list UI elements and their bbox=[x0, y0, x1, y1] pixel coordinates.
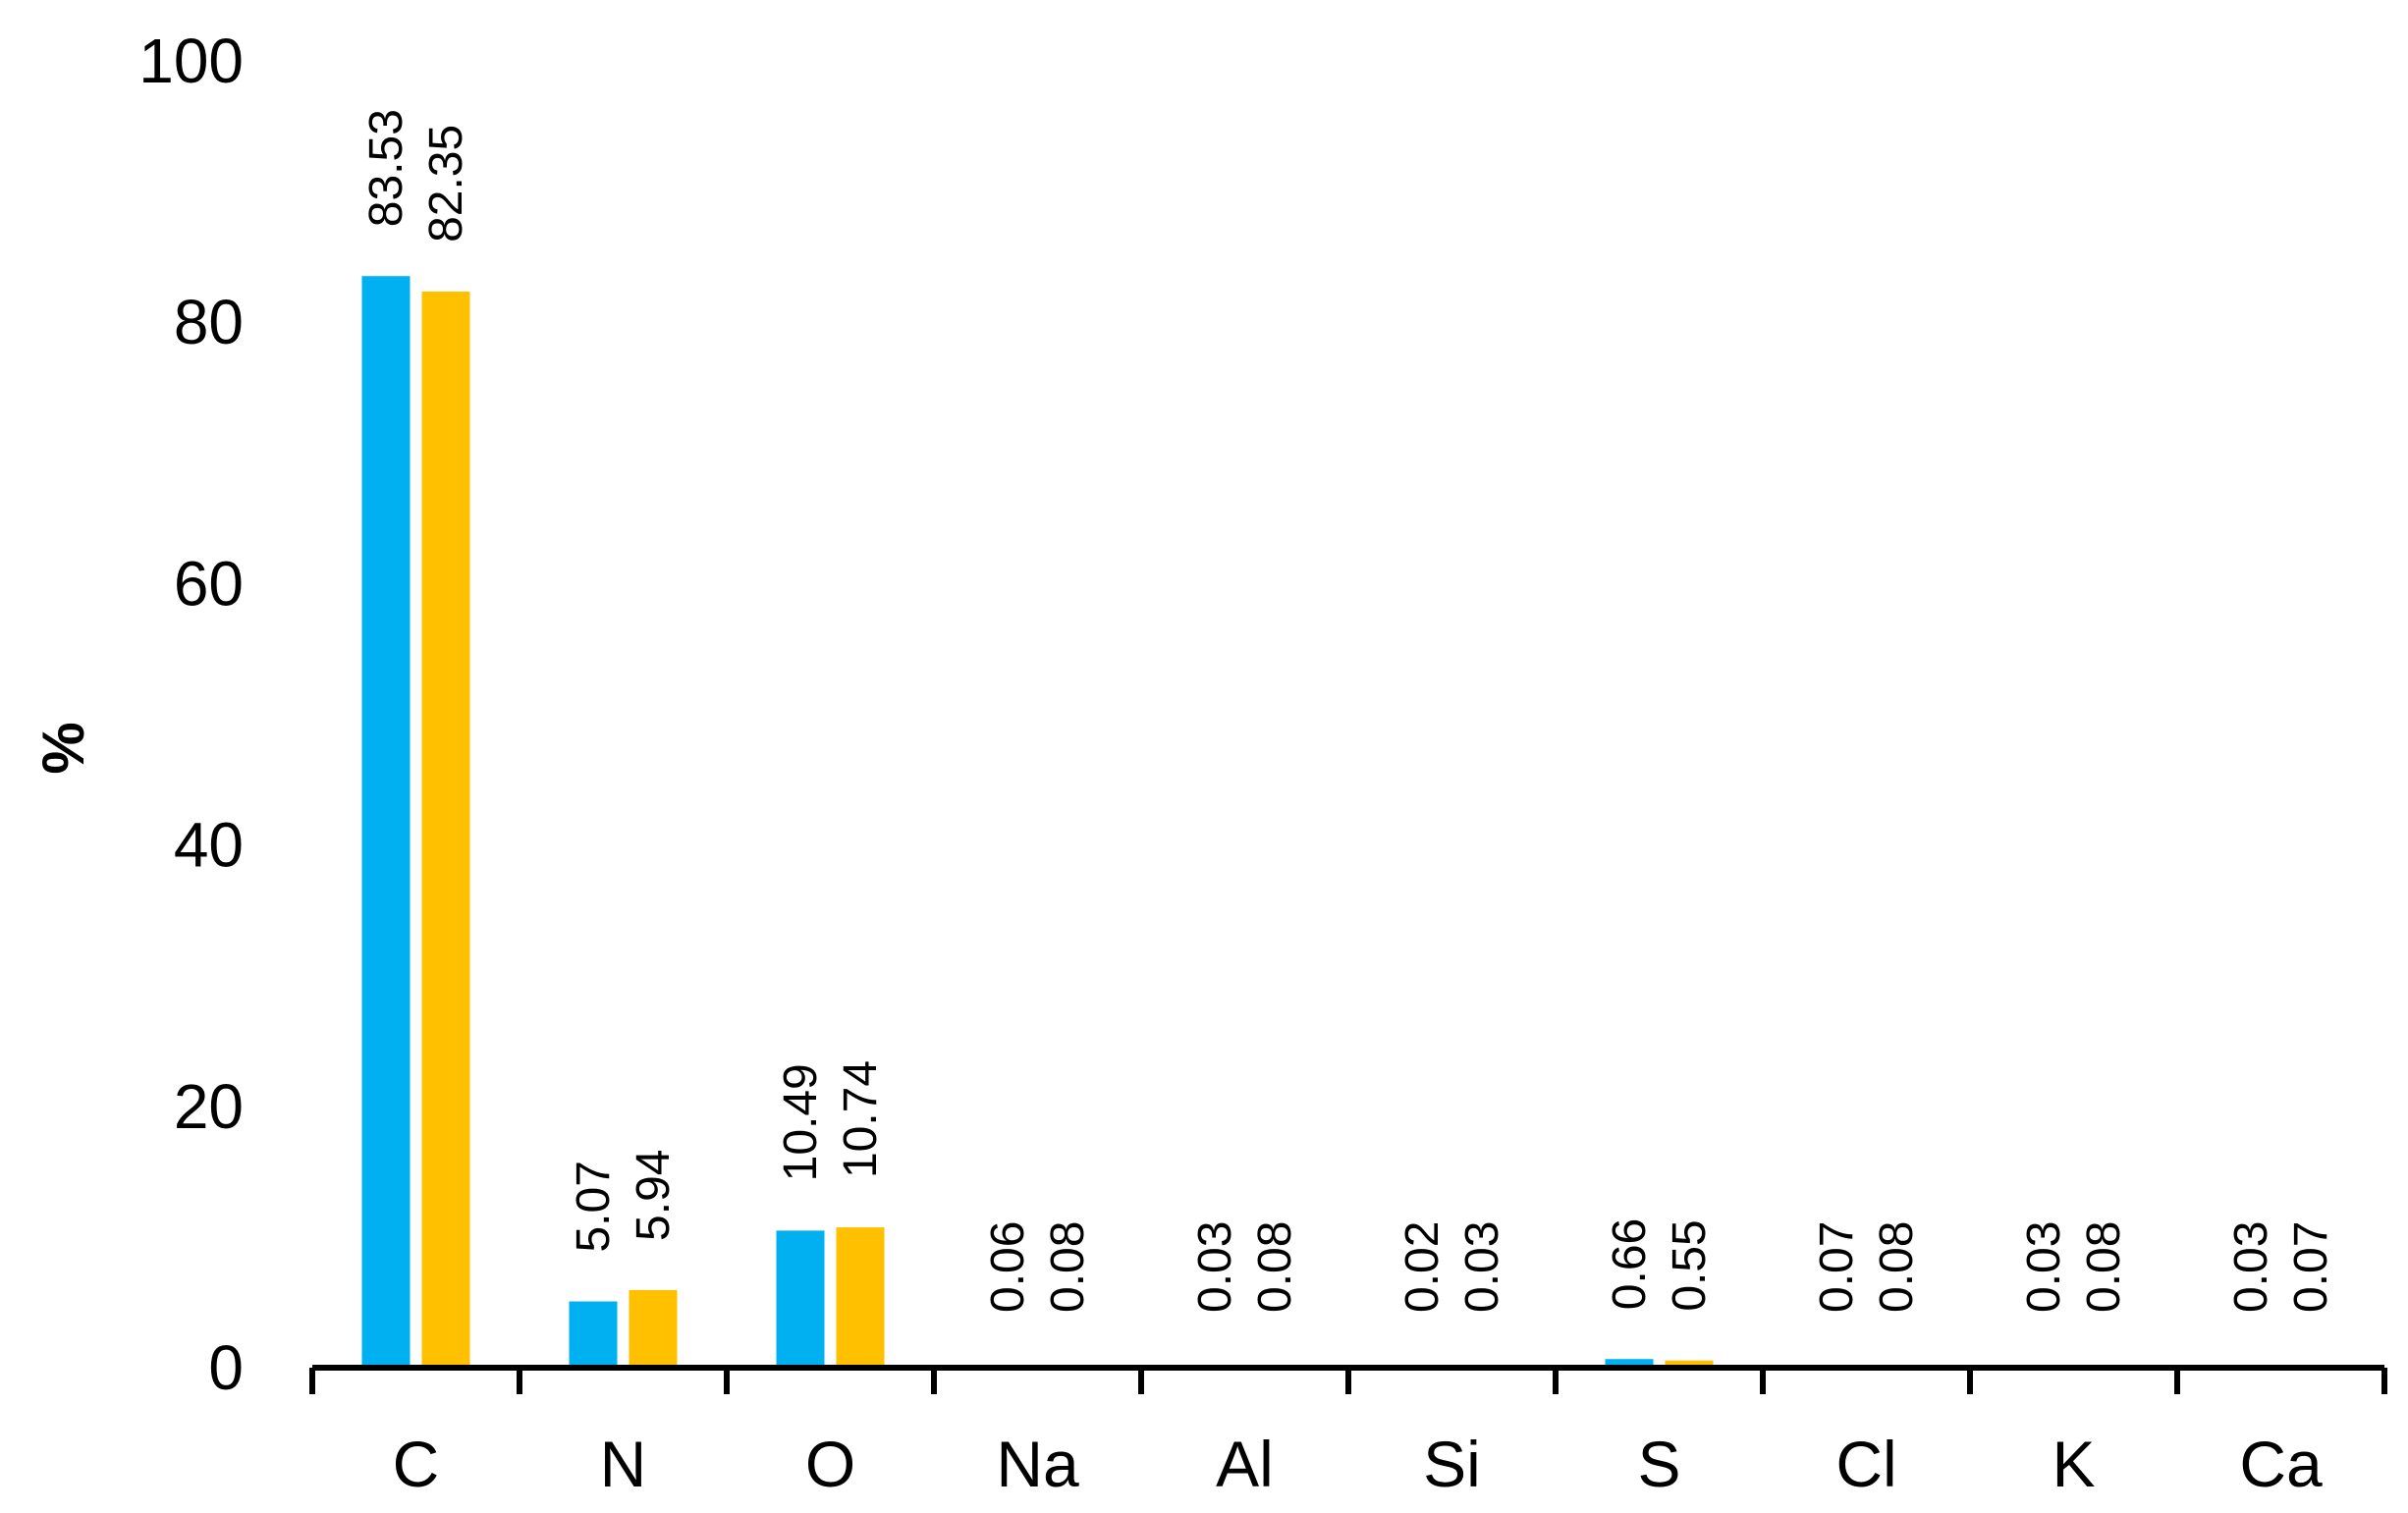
data-label: 0.03 bbox=[1189, 1221, 1241, 1313]
x-tick-label: C bbox=[393, 1428, 440, 1500]
y-axis-title: % bbox=[30, 722, 96, 774]
y-tick-label: 0 bbox=[208, 1332, 244, 1403]
x-tick-label: Cl bbox=[1835, 1428, 1896, 1500]
data-label: 0.08 bbox=[2078, 1221, 2130, 1313]
data-label: 0.03 bbox=[1456, 1221, 1508, 1313]
data-label: 0.02 bbox=[1396, 1221, 1449, 1313]
x-axis: C N O Na Al Si S Cl K Ca bbox=[312, 1368, 2384, 1500]
data-label: 0.03 bbox=[2225, 1221, 2277, 1313]
y-tick-label: 20 bbox=[174, 1071, 244, 1142]
data-label: 82.35 bbox=[420, 125, 472, 243]
data-label: 5.94 bbox=[628, 1150, 680, 1241]
data-label: 10.74 bbox=[835, 1060, 887, 1178]
data-label: 10.49 bbox=[775, 1063, 827, 1181]
data-label: 0.07 bbox=[2285, 1221, 2337, 1313]
bar-c-series-2 bbox=[422, 292, 470, 1368]
bar-n-series-1 bbox=[570, 1302, 618, 1368]
data-label: 0.06 bbox=[982, 1221, 1034, 1313]
x-tick-label: Na bbox=[996, 1428, 1079, 1500]
x-tick-label: Ca bbox=[2239, 1428, 2323, 1500]
x-tick-label: Al bbox=[1216, 1428, 1274, 1500]
data-label: 0.08 bbox=[1042, 1221, 1094, 1313]
y-tick-label: 60 bbox=[174, 548, 244, 619]
bar-o-series-2 bbox=[837, 1227, 885, 1368]
x-tick-label: O bbox=[805, 1428, 855, 1500]
data-label: 0.08 bbox=[1871, 1221, 1923, 1313]
bar-o-series-1 bbox=[777, 1230, 825, 1368]
data-label: 0.66 bbox=[1604, 1218, 1656, 1310]
y-tick-label: 80 bbox=[174, 287, 244, 357]
y-tick-label: 100 bbox=[138, 26, 244, 96]
data-label: 5.07 bbox=[568, 1161, 620, 1252]
data-label: 0.55 bbox=[1664, 1219, 1716, 1311]
y-axis-ticks: 0 20 40 60 80 100 bbox=[138, 26, 244, 1403]
x-tick-label: S bbox=[1637, 1428, 1680, 1500]
y-tick-label: 40 bbox=[174, 810, 244, 881]
x-tick-label: N bbox=[600, 1428, 647, 1500]
bar-n-series-2 bbox=[629, 1290, 678, 1368]
data-label: 0.07 bbox=[1811, 1221, 1863, 1313]
x-tick-label: K bbox=[2052, 1428, 2095, 1500]
data-label: 83.53 bbox=[360, 109, 412, 227]
x-tick-label: Si bbox=[1423, 1428, 1481, 1500]
bar-c-series-1 bbox=[362, 276, 410, 1368]
data-label: 0.08 bbox=[1249, 1221, 1301, 1313]
data-label: 0.03 bbox=[2018, 1221, 2070, 1313]
